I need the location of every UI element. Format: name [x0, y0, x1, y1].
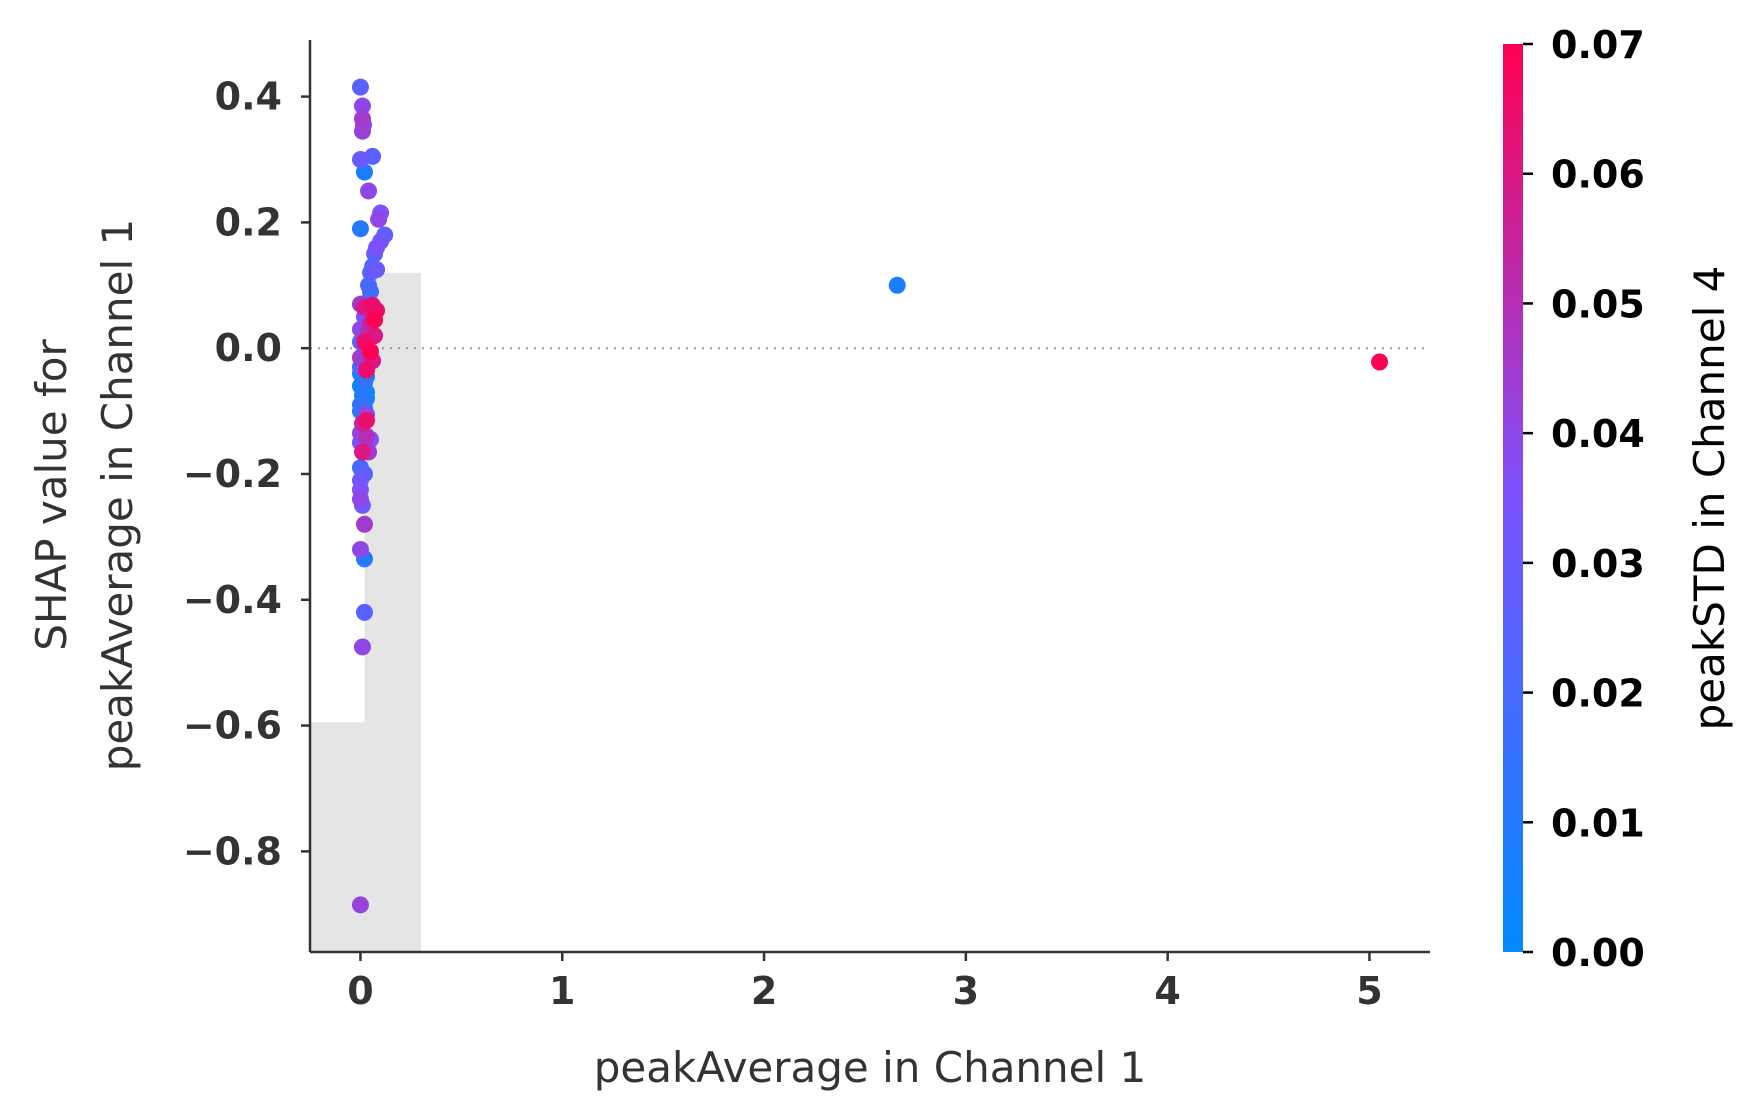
scatter-point [355, 374, 373, 392]
x-tick-label: 0 [347, 969, 373, 1013]
colorbar-tick-label: 0.01 [1551, 801, 1645, 845]
y-axis-label-line-2: peakAverage in Channel 1 [93, 219, 142, 772]
scatter-point [353, 110, 371, 128]
scatter-point [362, 342, 380, 360]
y-axis-label: SHAP value for peakAverage in Channel 1 [27, 219, 142, 772]
colorbar-tick-label: 0.06 [1551, 153, 1645, 197]
scatter-point [370, 210, 388, 228]
colorbar-label: peakSTD in Channel 4 [1685, 266, 1734, 731]
y-tick-label: 0.2 [215, 200, 282, 244]
colorbar: 0.00 0.01 0.02 0.03 0.04 0.05 0.06 0.07 peakSTD… [1503, 23, 1734, 975]
y-tick-label: 0.4 [215, 75, 282, 119]
scatter-point [353, 443, 371, 461]
scatter-point [360, 182, 378, 200]
histogram-bar-1 [364, 272, 421, 952]
x-tick-label: 1 [549, 969, 575, 1013]
x-tick-label: 2 [751, 969, 777, 1013]
histogram-layer [310, 272, 421, 952]
scatter-point [1371, 353, 1389, 371]
scatter-point [355, 515, 373, 533]
scatter-point [351, 78, 369, 96]
scatter-point [353, 97, 371, 115]
scatter-point [358, 361, 376, 379]
scatter-point [351, 540, 369, 558]
scatter-point [358, 412, 376, 430]
scatter-point [368, 261, 386, 279]
scatter-point [351, 896, 369, 914]
colorbar-gradient [1503, 44, 1523, 952]
colorbar-tick-label: 0.05 [1551, 282, 1645, 326]
scatter-point [888, 276, 906, 294]
y-axis-label-line-1: SHAP value for [27, 339, 76, 651]
histogram-bar-0 [310, 722, 365, 952]
colorbar-tick-label: 0.07 [1551, 23, 1645, 67]
y-axis-ticks: 0.4 0.2 0.0 −0.2 −0.4 −0.6 −0.8 [183, 75, 310, 873]
scatter-point [366, 311, 384, 329]
scatter-point [351, 220, 369, 238]
colorbar-tick-label: 0.04 [1551, 412, 1645, 456]
scatter-point [353, 122, 371, 140]
x-tick-label: 4 [1154, 969, 1180, 1013]
scatter-points [351, 78, 1389, 914]
scatter-point [355, 603, 373, 621]
y-tick-label: −0.2 [183, 452, 282, 496]
x-axis-ticks: 0 1 2 3 4 5 [347, 952, 1383, 1013]
scatter-point [368, 239, 386, 257]
scatter-point [353, 638, 371, 656]
colorbar-tick-label: 0.00 [1551, 931, 1645, 975]
y-tick-label: −0.4 [183, 578, 282, 622]
colorbar-ticks: 0.00 0.01 0.02 0.03 0.04 0.05 0.06 0.07 [1523, 23, 1645, 975]
y-tick-label: 0.0 [215, 326, 282, 370]
x-axis-label: peakAverage in Channel 1 [594, 1043, 1147, 1092]
colorbar-tick-label: 0.03 [1551, 542, 1645, 586]
colorbar-tick-label: 0.02 [1551, 672, 1645, 716]
scatter-point [351, 490, 369, 508]
scatter-point [360, 276, 378, 294]
y-tick-label: −0.8 [183, 829, 282, 873]
axes [308, 40, 1430, 954]
scatter-point [351, 151, 369, 169]
x-tick-label: 5 [1356, 969, 1382, 1013]
x-tick-label: 3 [953, 969, 979, 1013]
y-tick-label: −0.6 [183, 704, 282, 748]
